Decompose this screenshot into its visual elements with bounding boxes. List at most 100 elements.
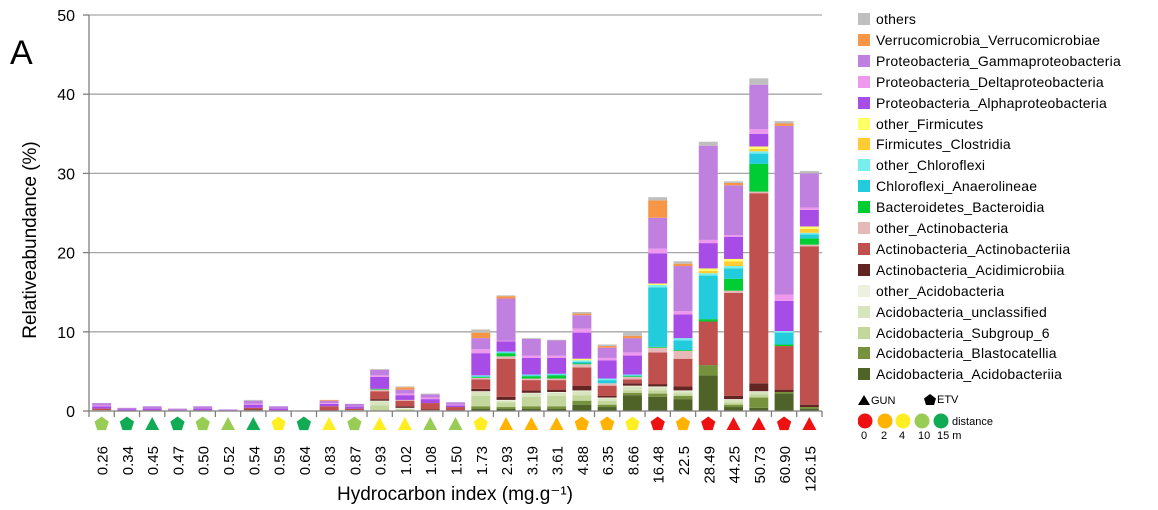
bar-segment xyxy=(774,389,794,392)
bar-segment xyxy=(370,401,390,406)
bar-segment xyxy=(622,376,642,377)
triangle-marker-icon xyxy=(448,417,463,430)
legend-item: Acidobacteria_Subgroup_6 xyxy=(858,323,1050,343)
bar-segment xyxy=(319,403,339,404)
x-tick-label: 0.87 xyxy=(347,446,364,475)
bar-segment xyxy=(572,358,592,361)
marker-key: GUN ETV distance 0 2 4 10 15 m xyxy=(858,394,998,444)
bar-segment xyxy=(496,407,516,409)
bar-segment xyxy=(648,217,668,249)
triangle-marker-icon xyxy=(372,417,387,430)
bar-segment xyxy=(572,363,592,365)
legend-swatch xyxy=(858,33,870,46)
bar-segment xyxy=(724,261,744,267)
bar-segment xyxy=(597,378,617,381)
bar-segment xyxy=(471,329,491,333)
bar-segment xyxy=(92,406,112,409)
bar-segment xyxy=(673,391,693,394)
bar-segment xyxy=(420,393,440,395)
bar-segment xyxy=(395,393,415,396)
legend-swatch xyxy=(858,13,870,25)
bar-segment xyxy=(471,379,491,389)
bar-segment xyxy=(521,392,541,394)
x-tick-label: 28.49 xyxy=(701,446,718,484)
bar-segment xyxy=(521,374,541,376)
distance-dot-icon xyxy=(933,413,949,429)
bar-segment xyxy=(698,321,718,366)
bar-segment xyxy=(698,145,718,240)
bar-segment xyxy=(547,355,567,358)
bar-segment xyxy=(673,338,693,341)
bar-segment xyxy=(521,378,541,381)
bar-segment xyxy=(648,253,668,284)
legend-item: Actinobacteria_Actinobacteriia xyxy=(858,239,1070,259)
legend-label: Firmicutes_Clostridia xyxy=(876,136,1011,153)
bar-segment xyxy=(724,278,744,291)
bar-segment xyxy=(597,347,617,358)
x-tick-label: 60.90 xyxy=(777,446,794,484)
bar-segment xyxy=(597,385,617,396)
pentagon-marker-icon xyxy=(776,416,792,431)
bar-segment xyxy=(749,78,769,85)
legend-swatch xyxy=(858,368,870,381)
bar-segment xyxy=(496,341,516,352)
bar-segment xyxy=(547,395,567,407)
bar-segment xyxy=(724,266,744,269)
legend-item: other_Acidobacteria xyxy=(858,281,1004,301)
bar-segment xyxy=(799,209,819,227)
x-tick-label: 0.50 xyxy=(196,446,213,475)
bar-segment xyxy=(243,399,263,401)
bar-segment xyxy=(698,239,718,244)
bar-segment xyxy=(799,207,819,210)
bar-segment xyxy=(547,374,567,376)
triangle-marker-icon xyxy=(145,417,160,430)
bar-segment xyxy=(724,290,744,293)
bar-segment xyxy=(572,385,592,391)
bar-segment xyxy=(496,296,516,299)
y-tick-label: 40 xyxy=(57,87,75,104)
legend-label: Actinobacteria_Acidimicrobiia xyxy=(876,261,1065,278)
bar-segment xyxy=(521,375,541,377)
bar-segment xyxy=(471,395,491,407)
triangle-marker-icon xyxy=(423,417,438,430)
bar-segment xyxy=(319,399,339,401)
legend-label: Verrucomicrobia_Verrucomicrobiae xyxy=(876,31,1101,48)
bar-segment xyxy=(496,400,516,403)
pentagon-marker-icon xyxy=(170,416,185,431)
bar-segment xyxy=(648,396,668,411)
bar-segment xyxy=(774,344,794,347)
bar-segment xyxy=(547,373,567,375)
bar-segment xyxy=(724,402,744,405)
x-tick-label: 16.48 xyxy=(651,446,668,484)
etv-label: ETV xyxy=(937,394,959,406)
distance-number: 2 xyxy=(881,430,888,442)
axes xyxy=(83,14,823,417)
bar-segment xyxy=(344,403,364,408)
bar-segment xyxy=(572,395,592,401)
bar-segment xyxy=(648,393,668,397)
legend-label: other_Actinobacteria xyxy=(876,220,1009,236)
pentagon-marker-icon xyxy=(675,416,691,431)
bar-segment xyxy=(395,406,415,408)
bar-segment xyxy=(673,350,693,359)
distance-label: distance xyxy=(952,416,993,428)
bar-segment xyxy=(724,235,744,237)
legend-item: Firmicutes_Clostridia xyxy=(858,134,1011,154)
distance-dots xyxy=(858,413,949,429)
bar-segment xyxy=(749,84,769,130)
bar-segment xyxy=(446,407,465,411)
bar-segment xyxy=(698,365,718,376)
legend-item: Chloroflexi_Anaerolineae xyxy=(858,176,1037,196)
bar-segment xyxy=(370,389,390,392)
bar-segment xyxy=(698,270,718,274)
bar-segment xyxy=(724,407,744,411)
bar-segment xyxy=(370,388,390,390)
legend-item: other_Chloroflexi xyxy=(858,155,985,175)
bar-segment xyxy=(446,402,465,405)
bar-segment xyxy=(673,350,693,351)
bar-segment xyxy=(496,408,516,411)
x-tick-label: 0.45 xyxy=(145,446,162,475)
x-tick-label: 0.47 xyxy=(170,446,187,475)
distance-dot-icon xyxy=(877,413,893,429)
bar-segment xyxy=(724,404,744,408)
